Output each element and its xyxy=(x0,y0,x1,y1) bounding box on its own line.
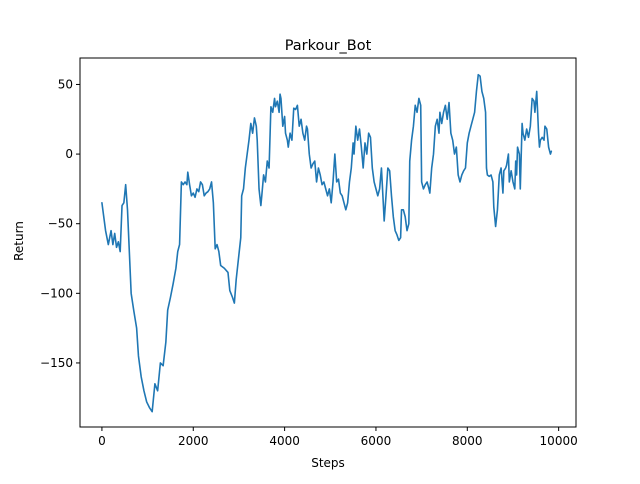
plot-frame xyxy=(79,57,577,428)
y-tick-label: −100 xyxy=(40,286,73,300)
y-tick-label: −50 xyxy=(48,217,73,231)
series-line-0 xyxy=(101,73,553,413)
y-tick-label: 50 xyxy=(58,77,73,91)
y-axis-label: Return xyxy=(12,221,26,261)
series-layer xyxy=(101,73,553,413)
x-axis: 0 2000 4000 6000 8000 10000 xyxy=(98,427,578,448)
x-tick-label: 2000 xyxy=(178,434,209,448)
y-tick-label: 0 xyxy=(65,147,73,161)
y-axis: −150 −100 −50 0 50 xyxy=(40,77,80,370)
x-tick-label: 6000 xyxy=(361,434,392,448)
y-tick-label: −150 xyxy=(40,356,73,370)
x-tick-label: 10000 xyxy=(540,434,578,448)
x-tick-label: 4000 xyxy=(269,434,300,448)
chart-title: Parkour_Bot xyxy=(285,38,372,54)
x-tick-label: 8000 xyxy=(452,434,483,448)
x-tick-label: 0 xyxy=(98,434,106,448)
x-axis-label: Steps xyxy=(311,456,345,470)
